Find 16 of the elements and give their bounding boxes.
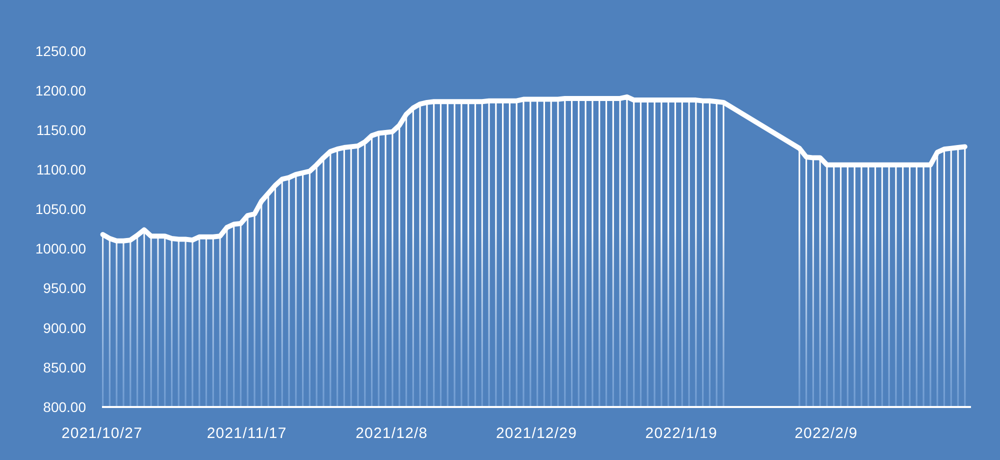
x-tick-label: 2021/11/17 [206,425,287,442]
y-tick-label: 1050.00 [35,201,86,218]
y-tick-label: 1150.00 [36,122,86,138]
x-tick-label: 2022/2/9 [794,425,858,442]
y-tick-label: 1100.00 [36,162,86,178]
x-tick-label: 2021/10/27 [61,425,143,442]
y-tick-label: 1000.00 [35,240,86,257]
y-tick-label: 850.00 [43,359,86,376]
x-tick-label: 2021/12/8 [356,425,428,442]
y-tick-label: 1200.00 [35,82,86,98]
y-tick-label: 900.00 [43,320,86,336]
y-tick-label: 800.00 [43,398,86,415]
x-tick-label: 2021/12/29 [496,425,578,442]
y-tick-label: 1250.00 [35,42,86,59]
y-tick-label: 950.00 [43,280,86,296]
x-tick-label: 2022/1/19 [645,425,718,442]
